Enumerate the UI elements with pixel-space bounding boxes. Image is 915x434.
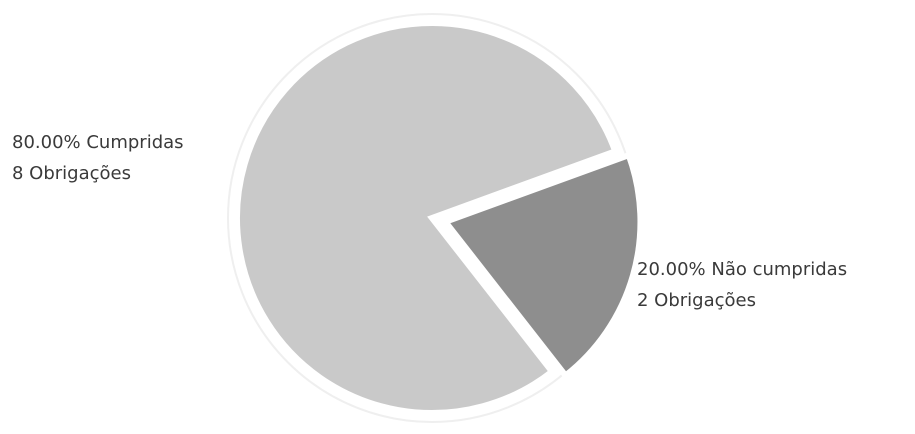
slice-label-nao-cumpridas: 20.00% Não cumpridas 2 Obrigações (637, 259, 847, 311)
slice-label-nao-cumpridas-count: 2 Obrigações (637, 290, 756, 311)
slice-label-cumpridas-count: 8 Obrigações (12, 163, 131, 184)
slice-label-nao-cumpridas-percent: 20.00% Não cumpridas (637, 259, 847, 280)
slice-label-cumpridas: 80.00% Cumpridas 8 Obrigações (12, 132, 184, 184)
pie-slice-cumpridas[interactable] (234, 20, 620, 416)
slice-label-cumpridas-percent: 80.00% Cumpridas (12, 132, 184, 153)
pie-slice-nao-cumpridas[interactable] (440, 151, 644, 380)
